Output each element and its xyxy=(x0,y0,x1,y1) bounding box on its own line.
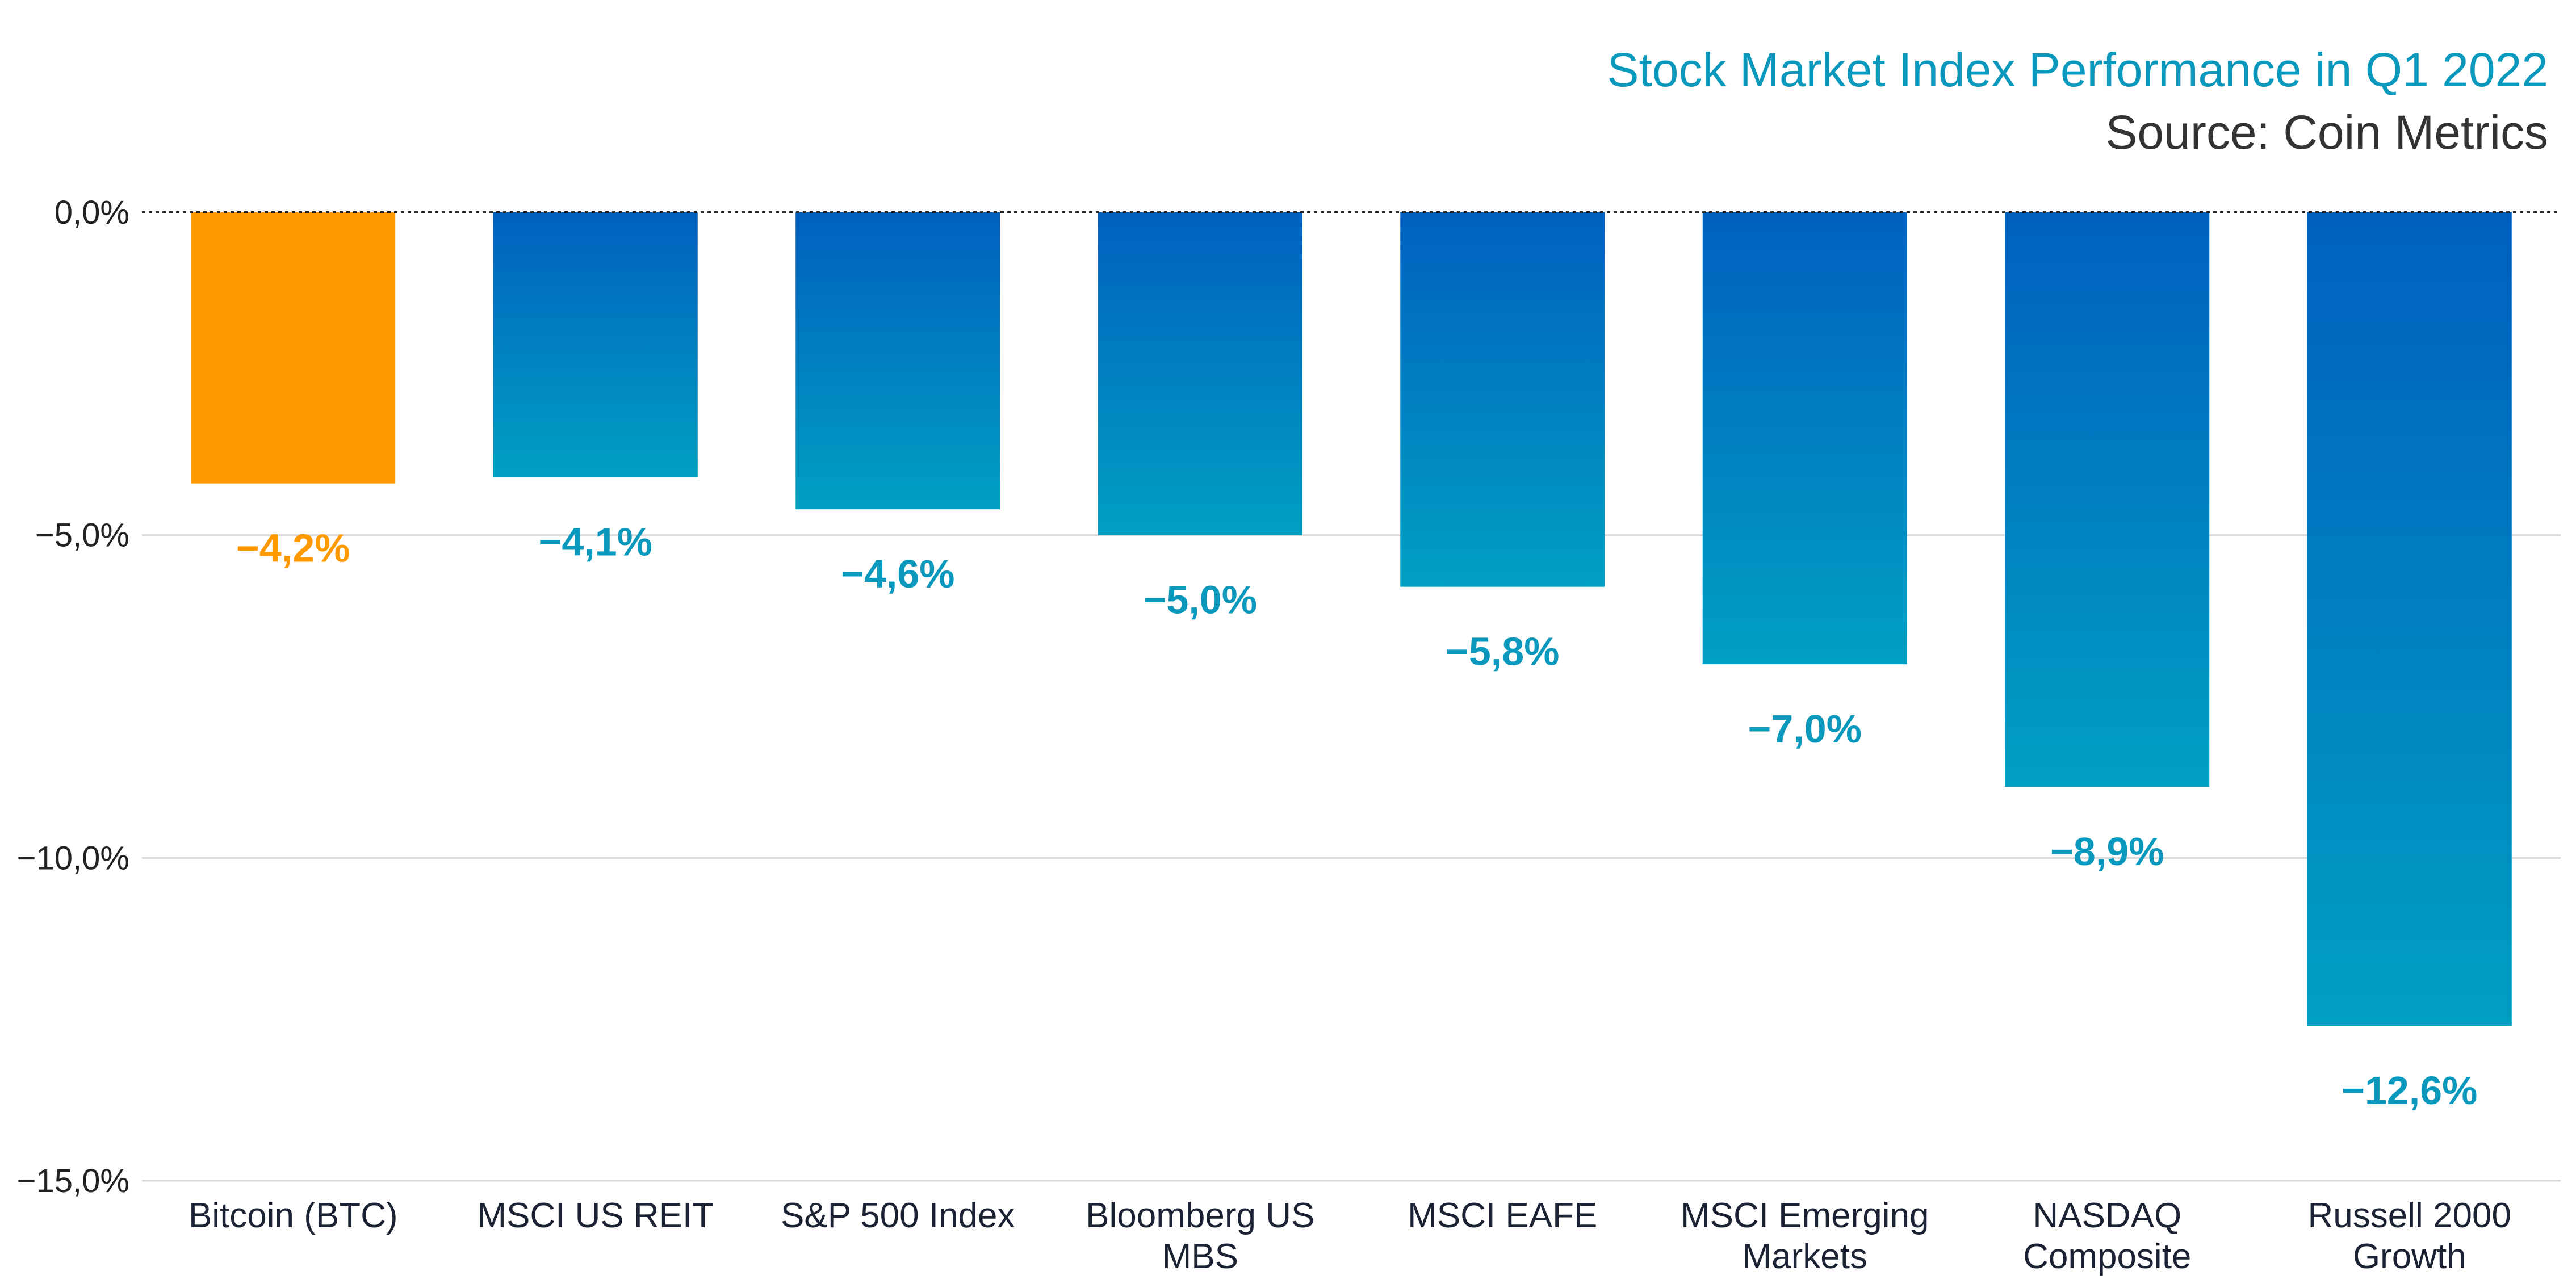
bar xyxy=(795,212,1000,510)
y-tick-label: −5,0% xyxy=(35,517,129,554)
x-tick-label: MSCI EAFE xyxy=(1408,1196,1597,1235)
bar xyxy=(1400,212,1605,587)
data-label: −7,0% xyxy=(1748,707,1862,751)
x-tick-label: S&P 500 Index xyxy=(781,1196,1015,1235)
x-tick-label: NASDAQ Composite xyxy=(2023,1196,2191,1276)
data-labels: −4,2% −4,1% −4,6% −5,0% −5,8% −7,0% −8,9% −12,6… xyxy=(236,519,2477,1113)
data-label: −4,1% xyxy=(539,519,652,564)
data-label: −5,8% xyxy=(1446,630,1559,674)
y-axis: 0,0% −5,0% −10,0% −15,0% xyxy=(17,194,129,1199)
data-label: −12,6% xyxy=(2342,1068,2477,1113)
x-tick-label: MSCI Emerging Markets xyxy=(1681,1196,1929,1276)
x-axis: Bitcoin (BTC) MSCI US REIT S&P 500 Index Bl… xyxy=(189,1196,2511,1276)
y-tick-label: −15,0% xyxy=(17,1163,129,1199)
bar xyxy=(1702,212,1907,665)
x-tick-label: MSCI US REIT xyxy=(477,1196,714,1235)
data-label: −4,2% xyxy=(236,526,350,570)
bar xyxy=(493,212,698,477)
bars xyxy=(191,212,2512,1026)
data-label: −8,9% xyxy=(2050,829,2164,874)
x-tick-label: Russell 2000 Growth xyxy=(2308,1196,2511,1276)
y-tick-label: −10,0% xyxy=(17,840,129,876)
bar xyxy=(2005,212,2210,787)
chart-subtitle: Source: Coin Metrics xyxy=(2105,106,2548,159)
bar xyxy=(2307,212,2512,1026)
y-tick-label: 0,0% xyxy=(55,194,129,231)
bar xyxy=(1098,212,1302,535)
chart-title: Stock Market Index Performance in Q1 202… xyxy=(1607,43,2548,97)
x-tick-label: Bloomberg US MBS xyxy=(1086,1196,1314,1276)
data-label: −5,0% xyxy=(1144,578,1257,622)
data-label: −4,6% xyxy=(841,552,954,596)
x-tick-label: Bitcoin (BTC) xyxy=(189,1196,398,1235)
bar xyxy=(191,212,396,484)
